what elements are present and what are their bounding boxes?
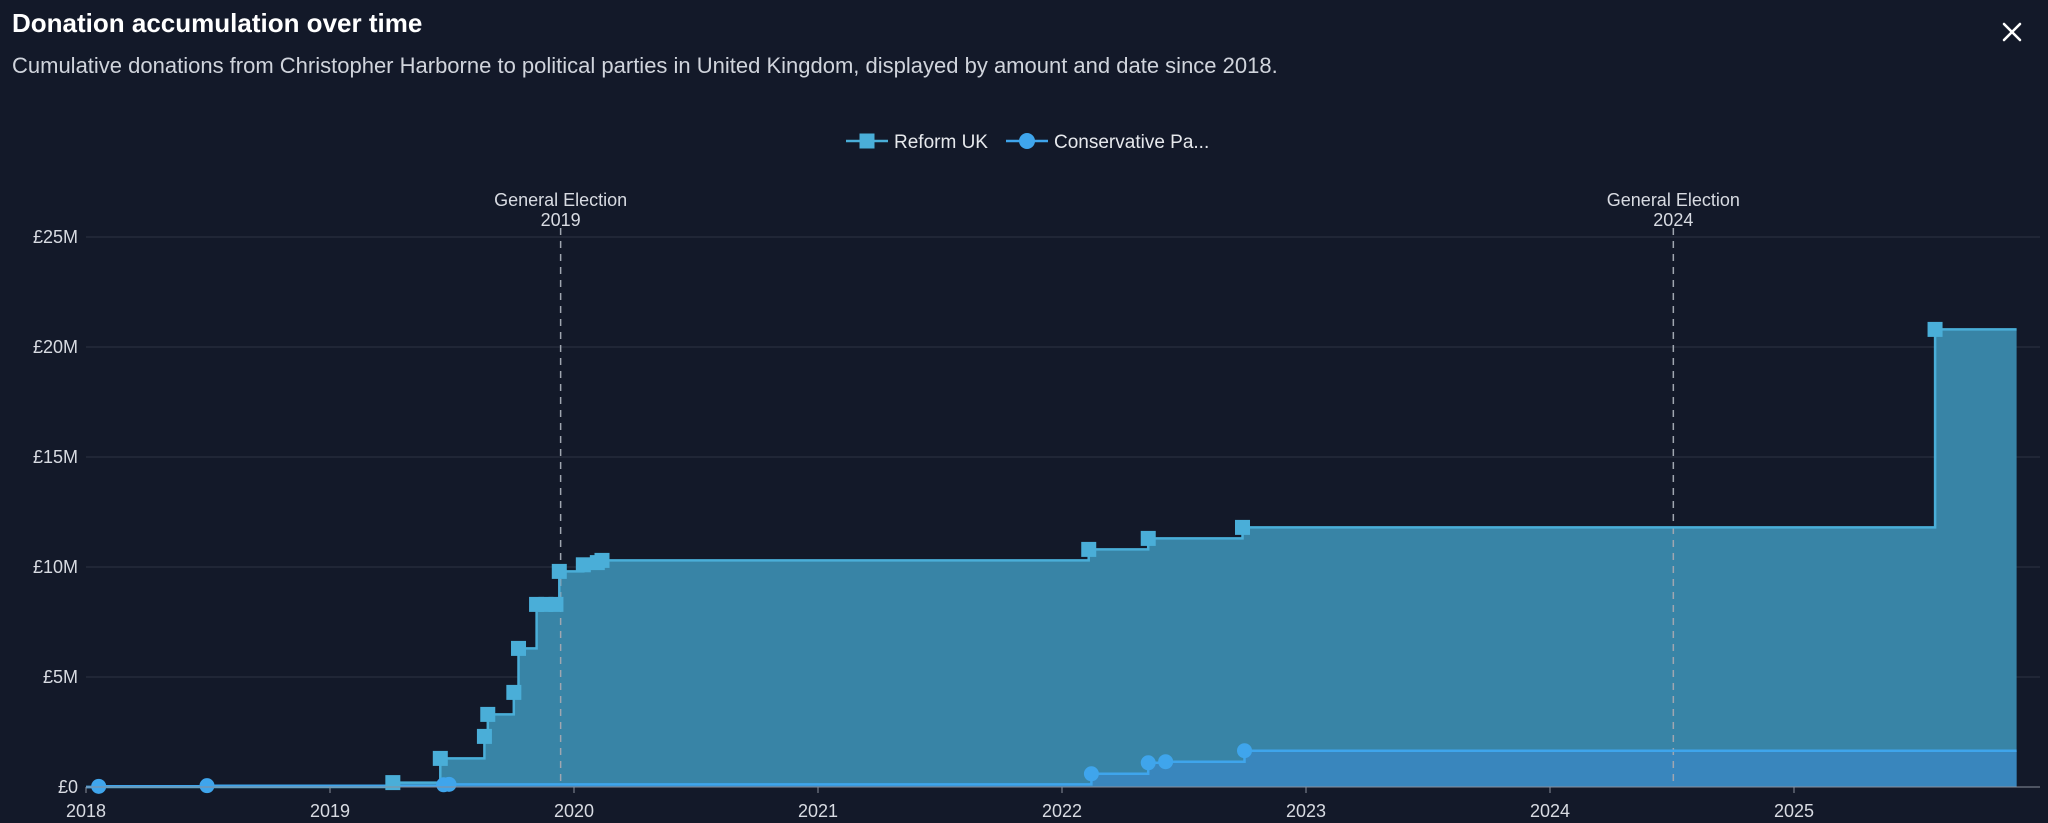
panel-title: Donation accumulation over time: [12, 8, 423, 38]
x-tick-label: 2023: [1286, 801, 1326, 821]
x-tick-label: 2022: [1042, 801, 1082, 821]
legend-circle-icon: [1019, 133, 1035, 149]
x-tick-label: 2021: [798, 801, 838, 821]
data-point-square[interactable]: [385, 775, 401, 791]
y-tick-label: £0: [58, 777, 78, 797]
data-point-circle[interactable]: [441, 776, 457, 792]
y-tick-label: £5M: [43, 667, 78, 687]
panel-subtitle: Cumulative donations from Christopher Ha…: [12, 53, 1278, 78]
legend-item[interactable]: Reform UK: [846, 132, 988, 153]
legend[interactable]: Reform UK Conservative Pa...: [846, 132, 1209, 153]
data-point-square[interactable]: [476, 728, 492, 744]
data-point-circle[interactable]: [1236, 743, 1252, 759]
data-point-circle[interactable]: [91, 778, 107, 794]
data-point-square[interactable]: [575, 557, 591, 573]
data-point-square[interactable]: [511, 640, 527, 656]
x-tick-label: 2018: [66, 801, 106, 821]
x-tick-label: 2025: [1774, 801, 1814, 821]
area-layer: [86, 329, 2017, 787]
data-point-circle[interactable]: [1140, 755, 1156, 771]
data-point-circle[interactable]: [199, 778, 215, 794]
data-point-circle[interactable]: [1158, 754, 1174, 770]
data-point-square[interactable]: [432, 750, 448, 766]
election-label: General Election: [1607, 190, 1740, 210]
axis-layer: £0 £5M £10M £15M £20M £25M 2018 2019 2020 2021 202…: [33, 227, 2040, 821]
legend-square-icon: [859, 133, 875, 149]
series-line-1: [86, 749, 2017, 789]
data-point-square[interactable]: [1081, 541, 1097, 557]
data-point-square[interactable]: [1234, 519, 1250, 535]
x-tick-label: 2019: [310, 801, 350, 821]
legend-item[interactable]: Conservative Pa...: [1006, 132, 1209, 153]
y-tick-label: £20M: [33, 337, 78, 357]
data-point-square[interactable]: [548, 596, 564, 612]
close-button[interactable]: [1996, 16, 2028, 48]
election-year-label: 2024: [1653, 210, 1693, 230]
data-point-square[interactable]: [1140, 530, 1156, 546]
marker-layer: [91, 321, 1943, 794]
data-point-square[interactable]: [551, 563, 567, 579]
legend-label: Reform UK: [894, 132, 988, 153]
close-icon: [2002, 22, 2022, 42]
x-tick-label: 2020: [554, 801, 594, 821]
data-point-circle[interactable]: [1083, 766, 1099, 782]
legend-label: Conservative Pa...: [1054, 132, 1209, 153]
election-year-label: 2019: [541, 210, 581, 230]
data-point-square[interactable]: [480, 706, 496, 722]
data-point-square[interactable]: [1927, 321, 1943, 337]
data-point-square[interactable]: [506, 684, 522, 700]
x-tick-label: 2024: [1530, 801, 1570, 821]
y-tick-label: £25M: [33, 227, 78, 247]
y-tick-label: £10M: [33, 557, 78, 577]
series-area-1: [86, 750, 2017, 787]
series-area-0: [86, 329, 2017, 787]
y-tick-label: £15M: [33, 447, 78, 467]
data-point-square[interactable]: [594, 552, 610, 568]
election-label: General Election: [494, 190, 627, 210]
